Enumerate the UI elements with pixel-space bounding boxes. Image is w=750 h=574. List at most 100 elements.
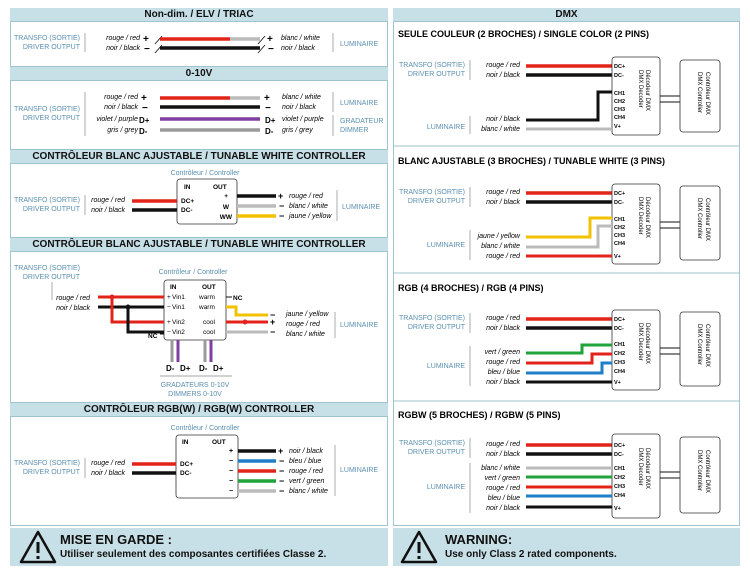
diagram-label: −	[279, 486, 284, 496]
diagram-label: DRIVER OUTPUT	[23, 469, 81, 476]
diagram-label: Contrôleur / Controller	[171, 425, 241, 432]
diagram-label: DRIVER OUTPUT	[408, 198, 466, 205]
diagram-label: IN	[170, 284, 177, 291]
diagram-label: rouge / red	[486, 62, 521, 69]
diagram-label: NC	[148, 333, 158, 340]
diagram-label: DC+	[614, 443, 625, 449]
diagram-label: vert / green	[485, 475, 521, 482]
diagram-label: CH1	[614, 217, 625, 223]
diagram-label: gris / grey	[282, 127, 313, 134]
diagram-label: −	[270, 310, 275, 320]
section-header-0-10v: 0-10V	[10, 67, 388, 80]
dmx-title-single: SEULE COULEUR (2 BROCHES) / SINGLE COLOR…	[398, 29, 649, 39]
diagram-label: +	[278, 446, 283, 456]
diagram-shape	[175, 434, 239, 499]
diagram-nondim: TRANSFO (SORTIE) DRIVER OUTPUT rouge / r…	[14, 33, 378, 55]
diagram-shape	[417, 542, 421, 553]
diagram-label: TRANSFO (SORTIE)	[14, 265, 80, 272]
diagram-label: LUMINAIRE	[340, 467, 378, 474]
diagram-label: D+	[139, 116, 150, 125]
diagram-shape	[257, 44, 266, 54]
diagram-label: +	[267, 34, 273, 45]
diagram-label: +	[278, 191, 283, 201]
diagram-label: gris / grey	[107, 127, 138, 134]
diagram-label: rouge / red	[486, 189, 521, 196]
panel-rgbw-controller	[10, 416, 388, 526]
diagram-label: DIMMERS 0-10V	[168, 391, 222, 398]
diagram-label: noir / black	[486, 325, 520, 332]
diagram-label: TRANSFO (SORTIE)	[14, 106, 80, 113]
wire-label-red: rouge / red	[106, 35, 141, 42]
diagram-label: noir / black	[104, 104, 138, 111]
diagram-label: rouge / red	[91, 460, 126, 467]
diagram-label: noir / black	[486, 505, 520, 512]
diagram-shape	[163, 279, 227, 341]
diagram-label: D-	[265, 127, 274, 136]
diagram-label: DRIVER OUTPUT	[23, 206, 81, 213]
warning-title-fr: MISE EN GARDE :	[60, 532, 172, 547]
diagram-label: rouge / red	[91, 197, 126, 204]
diagram-label: IN	[182, 439, 189, 446]
diagram-label: TRANSFO (SORTIE)	[399, 62, 465, 69]
diagram-label: CH2	[614, 99, 625, 105]
warning-bar-fr: MISE EN GARDE : Utiliser seulement des c…	[10, 528, 388, 566]
diagram-label: D+	[180, 364, 191, 373]
diagram-label: DMX Controller	[696, 72, 702, 113]
diagram-label: V+	[614, 506, 621, 512]
diagram-label: warm	[198, 304, 215, 311]
diagram-label: DRIVER OUTPUT	[23, 115, 81, 122]
diagram-label: bleu / blue	[488, 369, 520, 376]
diagram-label: DIMMER	[340, 127, 368, 134]
diagram-label: −	[229, 478, 233, 485]
panel-tunable-1	[10, 163, 388, 238]
diagram-label: −	[279, 476, 284, 486]
diagram-label: DRIVER OUTPUT	[23, 274, 81, 281]
diagram-label: TRANSFO (SORTIE)	[14, 460, 80, 467]
minus-sign: −	[144, 44, 150, 55]
diagram-shape	[526, 343, 612, 355]
diagram-label: Contrôleur / Controller	[171, 170, 241, 177]
diagram-label: LUMINAIRE	[342, 204, 380, 211]
diagram-label: D-	[166, 364, 175, 373]
diagram-label: DMX Decoder	[637, 70, 643, 108]
diagram-label: DRIVER OUTPUT	[408, 71, 466, 78]
diagram-0-10v: TRANSFO (SORTIE) DRIVER OUTPUT rouge / r…	[14, 92, 383, 136]
diagram-label: DC+	[614, 191, 625, 197]
diagram-label: TRANSFO (SORTIE)	[14, 197, 80, 204]
diagram-label: rouge / red	[486, 485, 521, 492]
diagram-label: LUMINAIRE	[340, 322, 378, 329]
diagram-shape	[110, 297, 164, 324]
diagram-label: V+	[614, 124, 621, 130]
dmx-title-rgb: RGB (4 BROCHES) / RGB (4 PINS)	[398, 283, 544, 293]
diagram-label: Décodeur DMX	[644, 70, 650, 111]
diagram-label: −	[270, 327, 275, 337]
diagram-label: bleu / blue	[488, 495, 520, 502]
diagram-label: DMX Decoder	[637, 197, 643, 235]
diagram-label: blanc / white	[286, 331, 325, 338]
diagram-label: −	[229, 488, 233, 495]
diagram-shape	[526, 352, 612, 365]
diagram-label: OUT	[212, 439, 226, 446]
dmx-title-tunable: BLANC AJUSTABLE (3 BROCHES) / TUNABLE WH…	[398, 156, 665, 166]
diagram-label: WW	[220, 214, 233, 221]
diagram-shape	[226, 305, 268, 317]
diagram-label: vert / green	[485, 349, 521, 356]
diagram-label: DC-	[180, 470, 192, 477]
diagram-label: −	[279, 466, 284, 476]
diagram-label: TRANSFO (SORTIE)	[399, 189, 465, 196]
diagram-label: rouge / red	[289, 468, 324, 475]
diagram-label: Contrôleur / Controller	[159, 269, 229, 276]
diagram-label: DC+	[181, 198, 194, 205]
diagram-label: LUMINAIRE	[427, 484, 465, 491]
diagram-label: blanc / white	[481, 243, 520, 250]
warning-text-en: Use only Class 2 rated components.	[445, 549, 617, 560]
diagram-label: CH2	[614, 225, 625, 231]
warning-text-fr: Utiliser seulement des composantes certi…	[60, 549, 327, 560]
diagram-label: noir / black	[91, 207, 125, 214]
diagram-label: DC+	[614, 317, 625, 323]
diagram-label: CH2	[614, 475, 625, 481]
diagram-label: Décodeur DMX	[644, 323, 650, 364]
diagram-label: blanc / white	[481, 126, 520, 133]
diagram-label: bleu / blue	[289, 458, 321, 465]
